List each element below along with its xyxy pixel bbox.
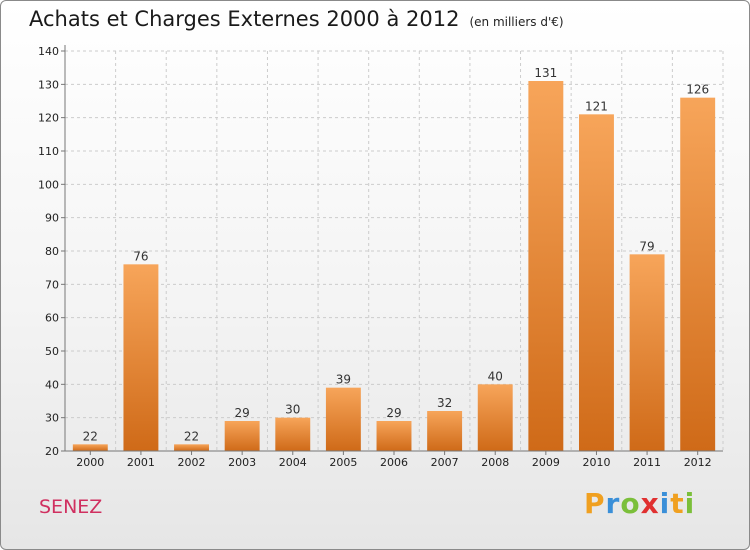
y-tick-label: 90 xyxy=(45,212,59,225)
bar-2000 xyxy=(72,444,108,451)
data-label: 40 xyxy=(488,369,503,383)
logo-letter: P xyxy=(584,487,606,520)
axes xyxy=(61,45,723,455)
x-tick-label: 2004 xyxy=(279,456,307,469)
bar-2012 xyxy=(680,97,716,452)
bar-2008 xyxy=(477,384,513,451)
x-tick-label: 2006 xyxy=(380,456,408,469)
y-tick-label: 60 xyxy=(45,312,59,325)
data-label: 22 xyxy=(184,429,199,443)
bar-2005 xyxy=(325,387,361,451)
data-label: 29 xyxy=(235,406,250,420)
chart-title-text: Achats et Charges Externes 2000 à 2012 xyxy=(29,7,460,31)
bar-2003 xyxy=(224,421,260,451)
x-tick-label: 2007 xyxy=(431,456,459,469)
y-tick-label: 30 xyxy=(45,412,59,425)
data-label: 39 xyxy=(336,373,351,387)
x-tick-label: 2002 xyxy=(178,456,206,469)
gridlines xyxy=(64,50,724,451)
logo-letter: t xyxy=(670,487,685,520)
y-tick-label: 80 xyxy=(45,245,59,258)
x-tick-label: 2000 xyxy=(76,456,104,469)
y-tick-label: 70 xyxy=(45,278,59,291)
data-label: 32 xyxy=(437,396,452,410)
data-label: 29 xyxy=(386,406,401,420)
bar-2007 xyxy=(427,411,463,451)
x-tick-label: 2009 xyxy=(532,456,560,469)
data-label: 76 xyxy=(133,249,148,263)
data-label: 22 xyxy=(83,429,98,443)
bar-2001 xyxy=(123,264,159,451)
logo-letter: r xyxy=(605,487,621,520)
data-label: 79 xyxy=(639,239,654,253)
x-tick-label: 2012 xyxy=(684,456,712,469)
bar-2009 xyxy=(528,81,564,451)
x-tick-label: 2003 xyxy=(228,456,256,469)
commune-name: SENEZ xyxy=(39,496,103,518)
y-tick-label: 110 xyxy=(38,145,59,158)
y-tick-label: 50 xyxy=(45,345,59,358)
y-tick-label: 20 xyxy=(45,445,59,458)
y-tick-label: 120 xyxy=(38,112,59,125)
data-label: 126 xyxy=(686,83,709,97)
chart-unit: (en milliers d'€) xyxy=(469,15,564,29)
x-tick-label: 2010 xyxy=(582,456,610,469)
x-tick-label: 2001 xyxy=(127,456,155,469)
data-label: 131 xyxy=(534,66,557,80)
data-label: 30 xyxy=(285,403,300,417)
y-tick-label: 100 xyxy=(38,178,59,191)
bars xyxy=(72,81,716,452)
bar-2011 xyxy=(629,254,665,451)
bar-2006 xyxy=(376,421,412,451)
x-tick-label: 2008 xyxy=(481,456,509,469)
bar-2010 xyxy=(578,114,614,451)
x-tick-label: 2005 xyxy=(329,456,357,469)
x-tick-label: 2011 xyxy=(633,456,661,469)
data-label: 121 xyxy=(585,99,608,113)
bar-2002 xyxy=(174,444,210,451)
logo-letter: x xyxy=(640,487,660,520)
y-tick-label: 40 xyxy=(45,378,59,391)
y-tick-label: 130 xyxy=(38,78,59,91)
logo-letter: i xyxy=(684,487,696,520)
chart-title: Achats et Charges Externes 2000 à 2012 (e… xyxy=(29,7,564,31)
proxiti-logo[interactable]: Proxiti xyxy=(584,487,695,520)
bar-2004 xyxy=(275,417,311,451)
y-tick-label: 140 xyxy=(38,45,59,58)
logo-letter: o xyxy=(620,487,641,520)
logo-letter: i xyxy=(659,487,671,520)
labels: 20 30 40 50 60 70 80 90 100 110 120 130 140 22 2000 76 2… xyxy=(38,45,712,469)
